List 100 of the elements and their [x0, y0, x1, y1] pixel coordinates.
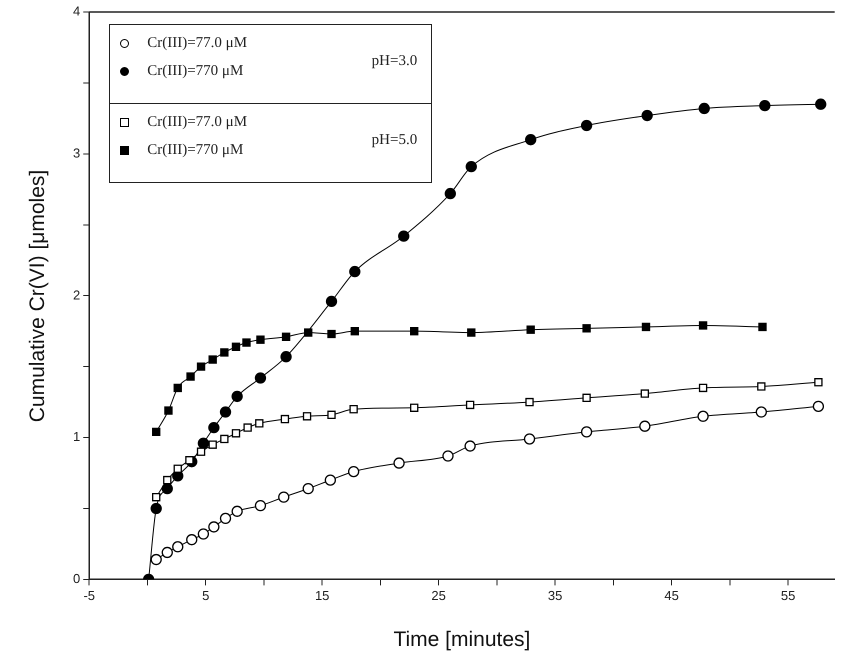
point — [208, 355, 217, 364]
point — [349, 266, 360, 278]
point — [640, 389, 650, 398]
point — [162, 546, 173, 558]
point — [185, 456, 194, 464]
point — [327, 410, 336, 420]
point — [466, 160, 477, 172]
point — [242, 338, 251, 347]
point — [208, 440, 217, 449]
point — [757, 382, 766, 391]
point — [254, 500, 266, 512]
point — [152, 428, 160, 436]
point — [327, 330, 336, 338]
point — [280, 351, 292, 362]
point — [256, 335, 265, 344]
point — [348, 466, 360, 478]
point — [466, 400, 474, 410]
annotation: pH=3.0 — [372, 53, 418, 70]
point — [255, 419, 264, 428]
point — [697, 410, 709, 422]
x-tick-label: 45 — [664, 588, 679, 603]
annotation: pH=5.0 — [372, 132, 418, 149]
x-tick-label: 15 — [314, 588, 330, 603]
point — [410, 326, 418, 336]
point — [280, 414, 290, 424]
point — [198, 438, 210, 449]
point — [163, 476, 172, 484]
point — [208, 422, 220, 434]
point — [232, 506, 243, 517]
point — [442, 450, 454, 462]
y-tick-label: 3 — [72, 145, 80, 160]
x-tick-label: 55 — [780, 588, 796, 603]
point — [232, 342, 240, 351]
point — [812, 400, 824, 412]
point — [758, 322, 767, 332]
point — [393, 457, 405, 469]
point — [198, 528, 210, 540]
point — [326, 296, 338, 308]
y-tick-label: 1 — [72, 429, 80, 444]
point — [759, 100, 770, 112]
point — [174, 464, 182, 473]
point — [150, 502, 162, 514]
point — [220, 434, 229, 444]
x-tick-label: 5 — [202, 588, 210, 603]
point — [756, 406, 767, 418]
point — [304, 328, 312, 337]
x-axis-title: Time [minutes] — [393, 628, 530, 652]
point — [220, 406, 232, 418]
point — [152, 492, 160, 502]
point — [150, 554, 162, 566]
point — [580, 120, 592, 132]
y-axis-title: Cumulative Cr(VI) [μmoles] — [26, 169, 50, 422]
point — [398, 230, 410, 242]
point — [220, 348, 229, 357]
y-tick-label: 4 — [72, 4, 80, 19]
point — [302, 412, 312, 420]
point — [467, 328, 476, 337]
point — [254, 372, 266, 384]
point — [243, 423, 252, 432]
point — [525, 134, 536, 146]
x-tick-label: -5 — [83, 588, 96, 603]
point — [524, 433, 536, 445]
point — [349, 404, 358, 414]
point — [196, 362, 206, 371]
point — [444, 188, 456, 200]
point — [582, 394, 591, 402]
point — [174, 384, 182, 392]
point — [580, 426, 592, 438]
y-tick-label: 2 — [72, 287, 80, 302]
legend-label: Cr(III)=77.0 μM — [147, 35, 248, 52]
x-tick-label: 35 — [548, 588, 562, 603]
point — [642, 110, 653, 122]
point — [278, 491, 290, 503]
point — [464, 440, 476, 452]
point — [232, 429, 240, 438]
legend-label: Cr(III)=770 μM — [147, 142, 244, 159]
legend-label: Cr(III)=770 μM — [147, 63, 244, 80]
point — [525, 398, 534, 406]
point — [642, 322, 650, 332]
point — [639, 420, 650, 432]
point — [410, 404, 418, 412]
point — [324, 474, 336, 486]
x-tick-label: 25 — [431, 588, 446, 603]
point — [698, 384, 708, 392]
point — [172, 541, 184, 552]
point — [302, 482, 314, 494]
point — [526, 326, 535, 334]
y-tick-label: 0 — [72, 570, 80, 586]
point — [186, 534, 198, 546]
point — [186, 372, 195, 381]
point — [814, 378, 823, 386]
legend-label: Cr(III)=77.0 μM — [147, 114, 248, 131]
point — [220, 512, 232, 524]
point — [208, 521, 220, 533]
point — [698, 102, 710, 114]
point — [164, 406, 173, 415]
point — [698, 321, 708, 330]
point — [282, 332, 290, 342]
point — [232, 390, 243, 402]
point — [815, 98, 826, 110]
